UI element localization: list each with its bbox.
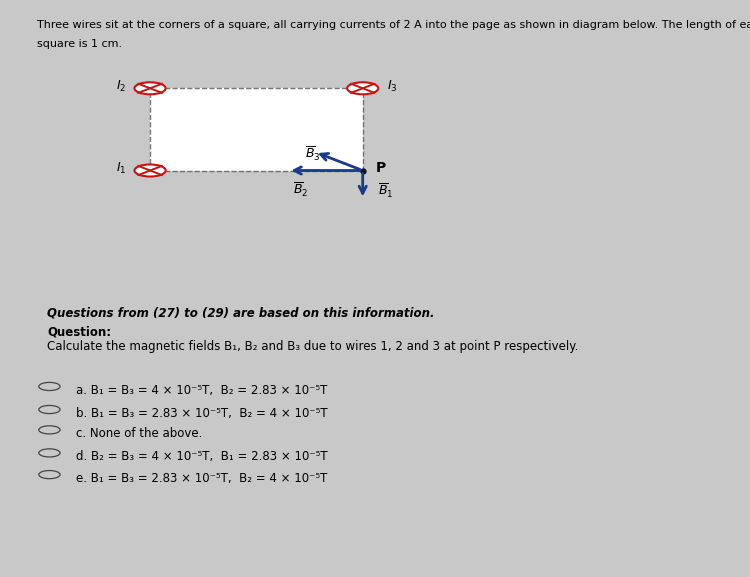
Text: c. None of the above.: c. None of the above.: [76, 427, 202, 440]
Text: $I_3$: $I_3$: [387, 78, 398, 93]
Text: $\overline{B}_1$: $\overline{B}_1$: [378, 182, 394, 200]
Text: e. B₁ = B₃ = 2.83 × 10⁻⁵T,  B₂ = 4 × 10⁻⁵T: e. B₁ = B₃ = 2.83 × 10⁻⁵T, B₂ = 4 × 10⁻⁵…: [76, 472, 327, 485]
Circle shape: [134, 164, 166, 177]
Text: $I_1$: $I_1$: [116, 161, 126, 176]
Circle shape: [347, 83, 378, 94]
Text: a. B₁ = B₃ = 4 × 10⁻⁵T,  B₂ = 2.83 × 10⁻⁵T: a. B₁ = B₃ = 4 × 10⁻⁵T, B₂ = 2.83 × 10⁻⁵…: [76, 384, 327, 397]
Bar: [150, 88, 363, 171]
Text: b. B₁ = B₃ = 2.83 × 10⁻⁵T,  B₂ = 4 × 10⁻⁵T: b. B₁ = B₃ = 2.83 × 10⁻⁵T, B₂ = 4 × 10⁻⁵…: [76, 407, 327, 420]
Text: d. B₂ = B₃ = 4 × 10⁻⁵T,  B₁ = 2.83 × 10⁻⁵T: d. B₂ = B₃ = 4 × 10⁻⁵T, B₁ = 2.83 × 10⁻⁵…: [76, 450, 327, 463]
Text: Question:: Question:: [47, 325, 112, 339]
Text: $I_2$: $I_2$: [116, 78, 126, 93]
Text: $\overline{B}_2$: $\overline{B}_2$: [292, 181, 308, 199]
Text: Calculate the magnetic fields B₁, B₂ and B₃ due to wires 1, 2 and 3 at point P r: Calculate the magnetic fields B₁, B₂ and…: [47, 340, 579, 353]
Circle shape: [134, 83, 166, 94]
Text: square is 1 cm.: square is 1 cm.: [37, 39, 122, 49]
Text: P: P: [376, 162, 386, 175]
Text: $\overline{B}_3$: $\overline{B}_3$: [305, 145, 321, 163]
Text: Questions from (27) to (29) are based on this information.: Questions from (27) to (29) are based on…: [47, 306, 435, 320]
Text: Three wires sit at the corners of a square, all carrying currents of 2 A into th: Three wires sit at the corners of a squa…: [37, 20, 750, 30]
